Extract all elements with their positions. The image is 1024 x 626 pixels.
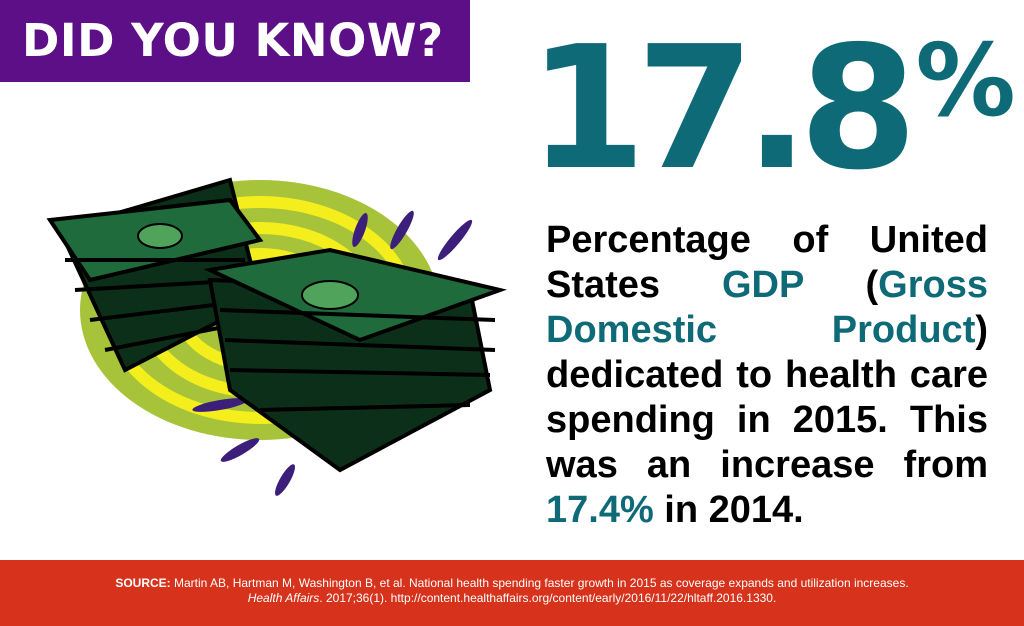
banner: DID YOU KNOW?	[0, 0, 470, 82]
source-journal: Health Affairs	[247, 591, 320, 605]
highlight: 17.4%	[546, 489, 654, 531]
highlight: Gross Domestic Product	[546, 264, 988, 351]
title: DID YOU KNOW?	[22, 14, 444, 67]
highlight: GDP	[721, 264, 804, 306]
description-text: in 2014.	[653, 489, 804, 531]
description: Percentage of United States GDP (Gross D…	[546, 218, 988, 533]
footer: SOURCE: Martin AB, Hartman M, Washington…	[0, 560, 1024, 626]
description-text: (	[803, 264, 879, 306]
source-text: Martin AB, Hartman M, Washington B, et a…	[174, 576, 909, 590]
description-text: Percentage of United States	[546, 219, 988, 306]
description-text: dedicated to health care spending in 201…	[546, 354, 988, 486]
source-label: SOURCE:	[115, 576, 171, 590]
stat-value: 17.8	[528, 10, 917, 208]
source-citation: . 2017;36(1). http://content.healthaffai…	[319, 591, 777, 605]
stat-unit: %	[915, 22, 1016, 139]
money-illustration	[46, 177, 508, 496]
stat: 17.8%	[528, 10, 1016, 208]
description-text: )	[975, 309, 988, 351]
